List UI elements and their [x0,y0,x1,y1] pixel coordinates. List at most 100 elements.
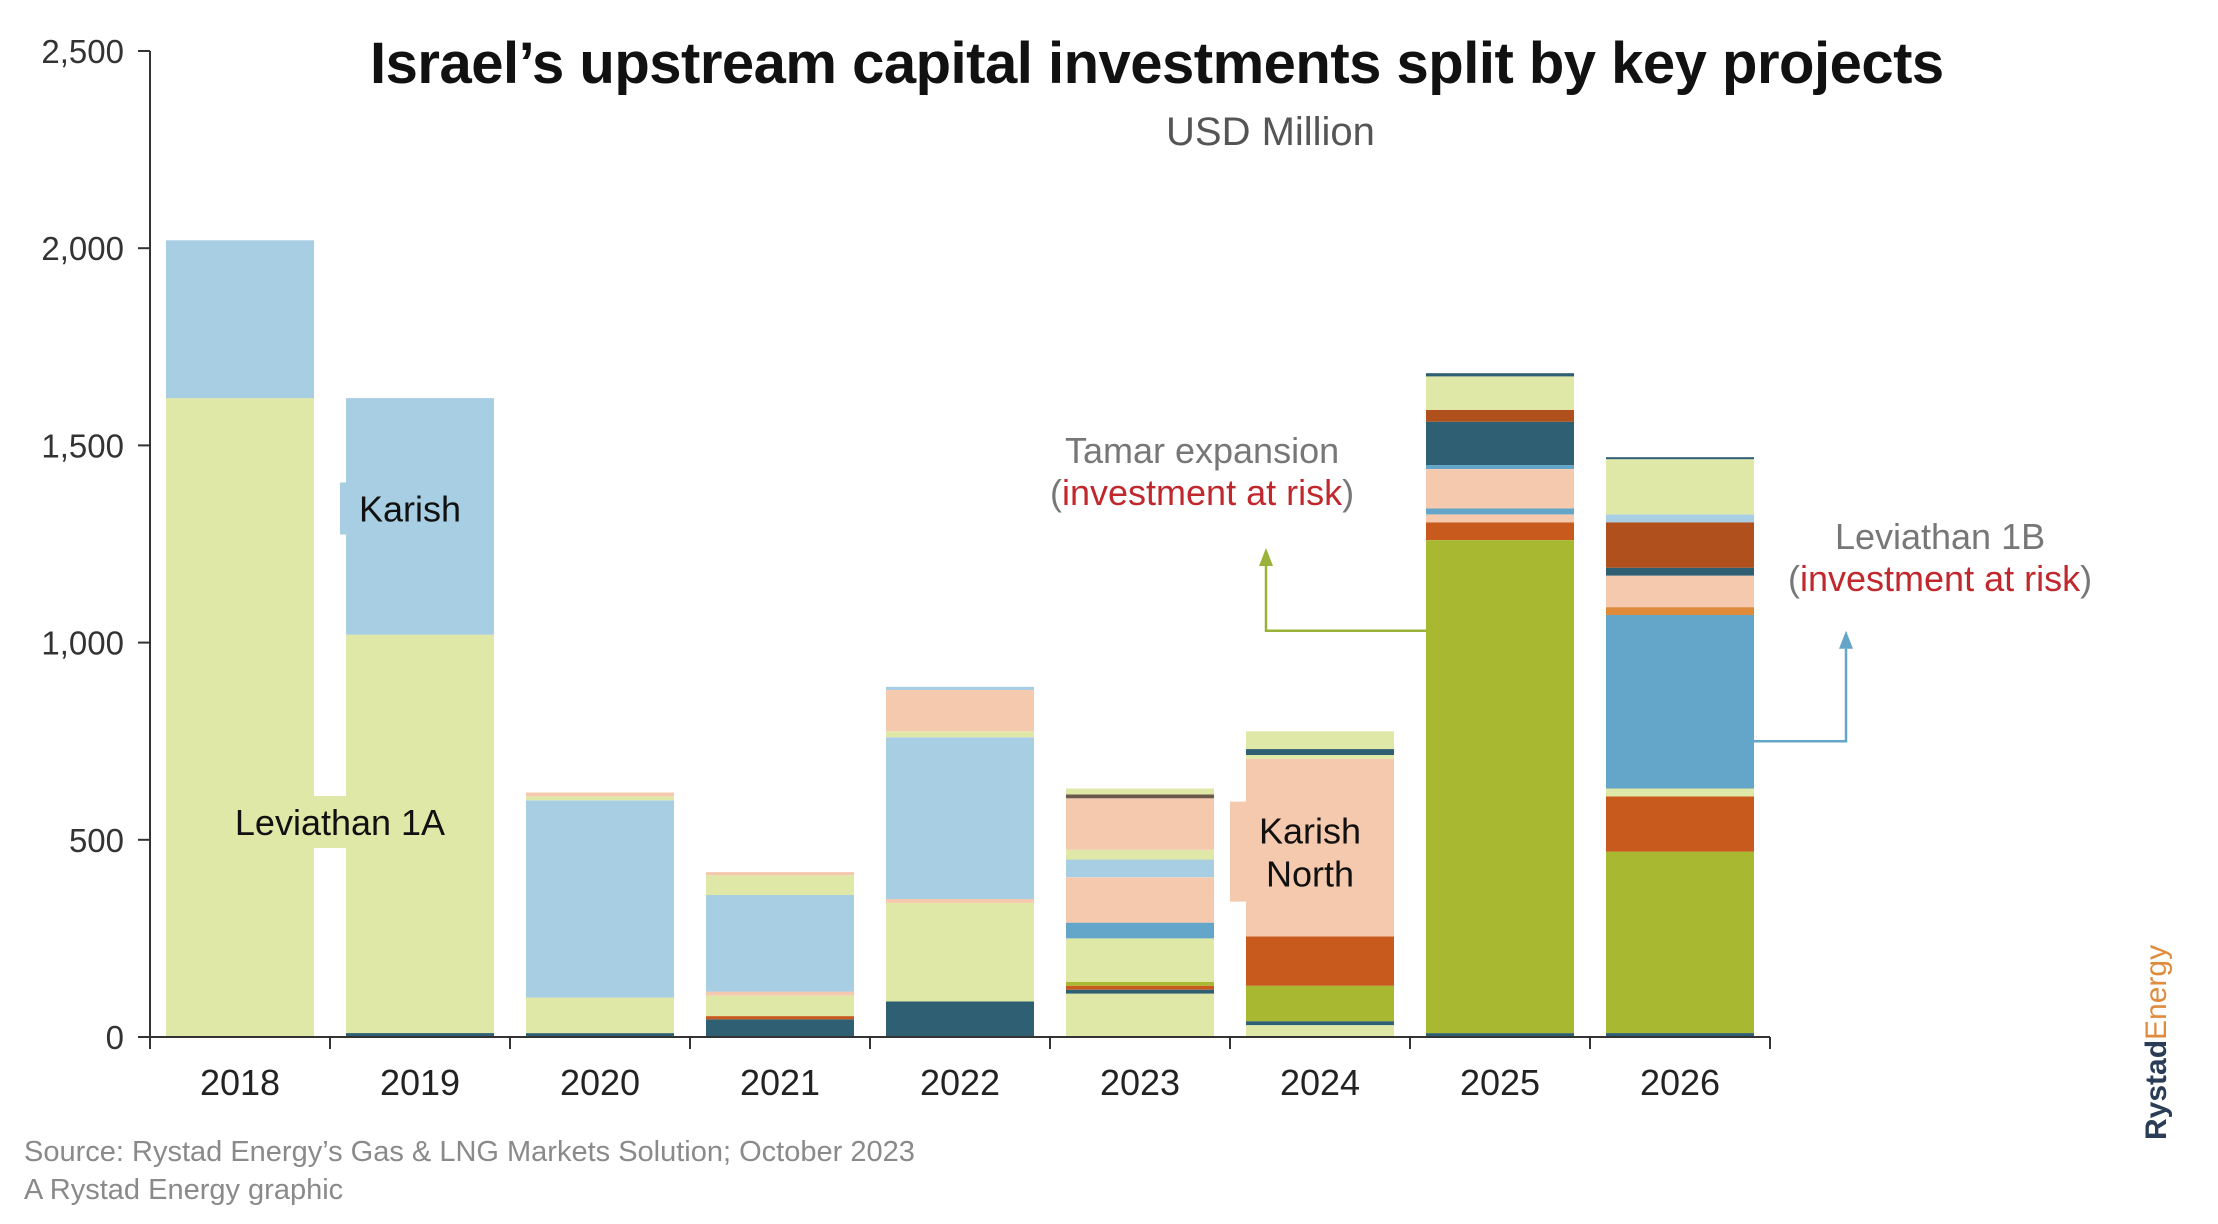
credit-note: A Rystad Energy graphic [24,1174,344,1206]
bar-segment-2018-1 [166,240,314,399]
bar-segment-2024-6 [1246,749,1394,755]
y-tick-label: 0 [106,1019,124,1056]
x-tick-label: 2019 [380,1062,460,1103]
tamar-risk-text: investment at risk [1062,472,1343,513]
bar-segment-2023-9 [1066,798,1214,850]
bar-segment-2021-2 [706,995,854,1017]
y-tick-label: 2,000 [41,230,124,267]
bar-segment-2022-6 [886,686,1034,690]
leviathan-1b-arrow-line [1754,648,1848,743]
bar-segment-2022-1 [886,902,1034,1002]
y-tick-label: 2,500 [41,33,124,70]
leviathan-1b-label: Leviathan 1B [1834,516,2046,557]
tamar-arrow-head [1259,547,1273,566]
bar-segment-2024-0 [1246,1025,1394,1037]
x-tick-label: 2021 [740,1062,820,1103]
bar-segment-2026-11 [1606,457,1754,460]
bar-segment-2025-3 [1426,514,1574,523]
bar-segment-2024-3 [1246,936,1394,986]
bar-segment-2024-2 [1246,985,1394,1022]
bar-segment-2026-6 [1606,575,1754,608]
bar-segment-2018-0 [166,398,314,1038]
bar-segment-2023-6 [1066,877,1214,923]
bar-label-box [340,482,480,535]
bar-segment-2026-10 [1606,459,1754,515]
bar-segment-2026-4 [1606,615,1754,789]
bar-segment-2025-6 [1426,465,1574,469]
x-tick-label: 2025 [1460,1062,1540,1103]
bar-segment-2025-9 [1426,376,1574,410]
bar-segment-2023-1 [1066,989,1214,994]
bar-segment-2022-0 [886,1001,1034,1037]
bar-segment-2024-7 [1246,731,1394,749]
bar-segment-2023-5 [1066,922,1214,939]
x-tick-label: 2024 [1280,1062,1360,1103]
bar-segment-2025-5 [1426,469,1574,509]
bar-label-box [216,796,464,849]
chart-title: Israel’s upstream capital investments sp… [370,31,1944,96]
bar-segment-2026-7 [1606,567,1754,576]
bar-segment-2025-10 [1426,373,1574,377]
y-tick-label: 1,500 [41,427,124,464]
bar-segment-2026-8 [1606,522,1754,568]
rystad-logo: RystadEnergy [2140,944,2173,1140]
bar-segment-2020-0 [526,1033,674,1037]
bar-segment-2022-5 [886,689,1034,732]
bar-segment-2026-9 [1606,514,1754,523]
bar-segment-2020-1 [526,997,674,1034]
x-tick-label: 2023 [1100,1062,1180,1103]
bar-segment-2023-10 [1066,794,1214,799]
leviathan-1b-risk-text: investment at risk [1800,558,2081,599]
bar-segment-2021-1 [706,1016,854,1020]
bar-segment-2025-2 [1426,522,1574,540]
bar-segment-2021-4 [706,895,854,992]
bar-segment-2026-2 [1606,796,1754,852]
x-tick-label: 2018 [200,1062,280,1103]
bar-label-karish-north: North [1266,854,1354,895]
x-tick-label: 2022 [920,1062,1000,1103]
leviathan-1b-annotation: Leviathan 1B (investment at risk) [1788,516,2092,600]
bar-segment-2021-6 [706,872,854,876]
bar-segment-2023-11 [1066,788,1214,795]
chart-subtitle: USD Million [1166,110,1375,154]
bar-segment-2021-3 [706,991,854,996]
bar-segment-2023-8 [1066,849,1214,860]
bar-label-karish: Karish [359,489,461,530]
bar-segment-2023-3 [1066,981,1214,986]
bar-label-karish-north: Karish [1259,811,1361,852]
tamar-arrow-line [1264,565,1426,633]
source-note: Source: Rystad Energy’s Gas & LNG Market… [24,1136,915,1168]
bar-segment-2024-1 [1246,1021,1394,1026]
leviathan-1b-risk-line: (investment at risk) [1788,558,2093,599]
bar-segment-2025-0 [1426,1033,1574,1037]
bar-segment-2023-7 [1066,859,1214,878]
annotation-arrows [1259,547,1853,743]
bar-segment-2025-1 [1426,540,1574,1034]
bar-segment-2020-3 [526,796,674,801]
y-tick-label: 1,000 [41,625,124,662]
bar-segment-2023-4 [1066,938,1214,982]
bar-segment-2019-0 [346,1033,494,1037]
bar-segment-2025-8 [1426,409,1574,422]
tamar-risk-line: (investment at risk) [1050,472,1355,513]
bar-segment-2026-3 [1606,788,1754,797]
bar-segment-2021-0 [706,1019,854,1037]
bar-segment-2026-5 [1606,607,1754,615]
bar-segment-2026-1 [1606,851,1754,1033]
bar-group [166,240,1754,1038]
x-tick-label: 2026 [1640,1062,1720,1103]
bar-segment-2025-7 [1426,421,1574,466]
bar-segment-2023-0 [1066,993,1214,1037]
bar-segment-2022-2 [886,899,1034,903]
leviathan-1b-arrow-head [1839,630,1853,649]
tamar-expansion-annotation: Tamar expansion (investment at risk) [1050,430,1354,514]
bar-label-leviathan-1a: Leviathan 1A [235,802,445,843]
axes: 0 500 1,000 1,500 2,000 2,500 2018 2019 2020 2021… [41,33,1771,1103]
bar-segment-2022-3 [886,737,1034,899]
bar-segment-2023-2 [1066,985,1214,990]
bar-segment-2024-5 [1246,755,1394,759]
x-tick-label: 2020 [560,1062,640,1103]
bar-segment-2025-4 [1426,508,1574,515]
